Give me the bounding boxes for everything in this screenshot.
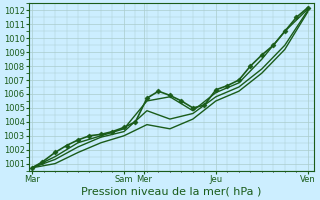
X-axis label: Pression niveau de la mer( hPa ): Pression niveau de la mer( hPa ) xyxy=(81,187,262,197)
